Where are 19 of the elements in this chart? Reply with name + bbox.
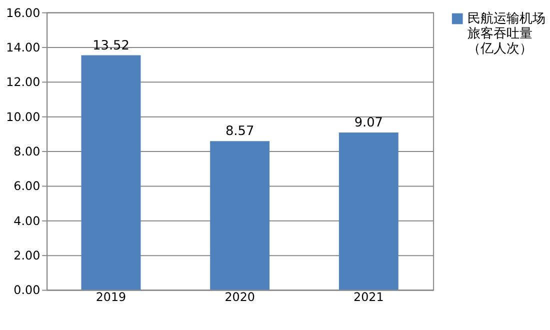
bar [210, 141, 270, 290]
y-tick-label: 2.00 [14, 248, 40, 263]
data-label: 13.52 [92, 38, 130, 54]
bar [338, 132, 398, 290]
y-tick-label: 12.00 [6, 75, 40, 90]
x-tick-label: 2021 [354, 290, 384, 304]
bar [81, 55, 141, 290]
y-tick-label: 4.00 [14, 214, 40, 228]
y-tick-label: 16.00 [6, 6, 40, 20]
legend-label: 民航运输机场旅客吞吐量（亿人次） [468, 12, 546, 56]
y-tick-label: 0.00 [14, 283, 40, 298]
y-tick-label: 8.00 [14, 144, 40, 158]
x-tick-label: 2019 [96, 290, 126, 304]
y-tick-label: 14.00 [6, 40, 40, 54]
data-label: 8.57 [225, 124, 254, 140]
data-label: 9.07 [354, 116, 383, 131]
y-tick-label: 10.00 [6, 110, 40, 124]
y-tick-label: 6.00 [14, 179, 40, 194]
x-tick-label: 2020 [224, 290, 255, 304]
